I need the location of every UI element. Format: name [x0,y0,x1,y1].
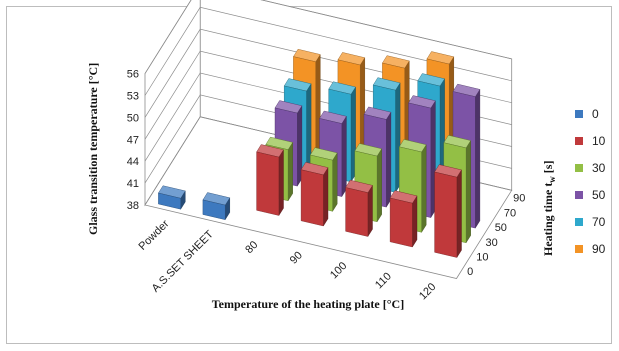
bar-side [341,115,347,198]
legend-swatch [575,245,583,253]
legend: 0 10 30 50 70 90 [575,107,606,256]
bar [345,179,373,238]
bar-side [465,139,471,244]
legend-label: 10 [592,134,606,148]
bar-side [376,148,382,223]
x-axis-label: Temperature of the heating plate [°C] [212,297,404,311]
bar-front [389,197,413,248]
depth-tick-label: 30 [486,237,498,249]
x-tick-label: 120 [417,281,438,302]
bar-front [158,192,181,210]
bar-front [300,169,324,227]
depth-tick-label: 50 [495,222,507,234]
legend-label: 50 [592,188,606,202]
bar-side [367,184,373,238]
y-tick-label: 50 [127,112,139,124]
legend-label: 70 [592,215,606,229]
gridline [144,6,512,96]
depth-tick-label: 70 [504,207,516,219]
legend-swatch [575,218,583,226]
bar-side [323,166,329,227]
bar-side [421,144,427,233]
x-tick-label: Powder [137,218,172,253]
bar-side [412,195,418,248]
x-tick-label: 90 [288,249,305,266]
y-tick-labels: 38 41 44 47 50 53 56 [127,69,139,212]
bar-side [332,152,338,212]
depth-tick-label: 0 [467,266,473,278]
bar [256,144,284,217]
x-tick-label: 110 [373,270,394,291]
legend-swatch [575,110,583,118]
depth-axis-label-sub: w [547,176,557,183]
depth-tick-labels: 010 30 50 70 90 [467,193,525,279]
bar-front [256,151,280,216]
legend-swatch [575,191,583,199]
depth-tick-label: 90 [513,193,525,205]
gridline [144,0,512,74]
bar-front [202,199,226,220]
depth-axis-label-unit: [s] [541,161,555,177]
legend-label: 30 [592,161,606,175]
bar [300,162,329,227]
bar [389,190,418,248]
legend-label: 90 [592,242,606,256]
bar-front [345,187,369,237]
legend-swatch [575,137,583,145]
bar [158,185,186,210]
bar [202,192,231,221]
y-tick-label: 56 [127,69,139,81]
y-tick-label: 41 [127,178,139,190]
bar-side [287,141,293,202]
y-tick-label: 47 [127,134,139,146]
legend-label: 0 [592,107,599,121]
y-axis-label: Glass transition temperature [°C] [86,63,100,235]
depth-axis-label: Heating time tw [s] [541,161,557,256]
y-tick-label: 53 [127,91,139,103]
depth-tick-label: 10 [476,252,488,264]
bar [434,164,462,259]
bars [158,48,481,259]
y-tick-label: 38 [127,200,139,212]
bar-side [386,111,392,208]
bar-side [456,169,462,259]
legend-swatch [575,164,583,172]
y-tick-label: 44 [127,156,139,168]
x-tick-label: 100 [328,260,349,281]
depth-axis-label-main: Heating time t [541,183,555,256]
bar-side [475,88,481,229]
bar-front [434,171,458,258]
bar-side [278,149,284,217]
x-tick-label: 80 [243,239,260,256]
